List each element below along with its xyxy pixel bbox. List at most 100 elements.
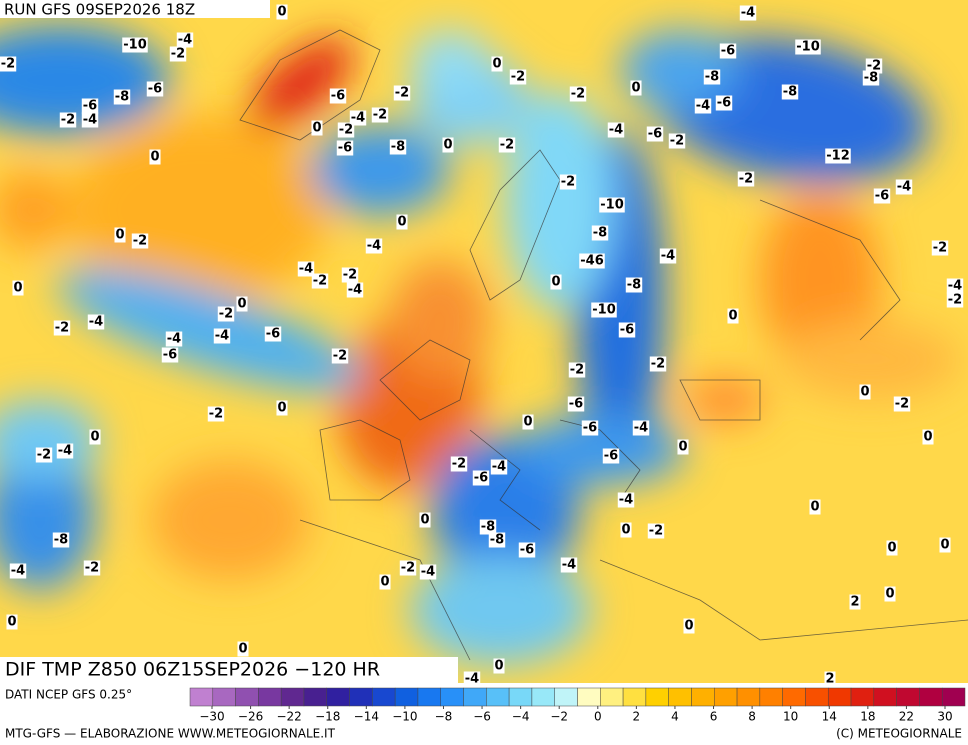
colorbar-tick-label: −6 [473, 710, 491, 724]
contour-label: -8 [391, 140, 405, 155]
contour-label: -2 [61, 113, 75, 128]
contour-label: 0 [940, 538, 949, 553]
contour-label: -4 [58, 444, 72, 459]
colorbar-swatch [531, 687, 555, 707]
contour-label: 0 [492, 57, 501, 72]
contour-label: -4 [351, 111, 365, 126]
contour-label: 2 [850, 595, 859, 610]
contour-label: -46 [580, 254, 604, 269]
contour-label: -8 [627, 278, 641, 293]
colorbar-tick-label: 10 [783, 710, 798, 724]
colorbar-tick-label: 2 [633, 710, 641, 724]
contour-label: 0 [551, 275, 560, 290]
contour-label: -8 [864, 71, 878, 86]
contour-label: -6 [604, 449, 618, 464]
colorbar-tick-label: 14 [822, 710, 837, 724]
contour-label: -2 [133, 234, 147, 249]
colorbar-swatch [850, 687, 875, 707]
contour-label: 0 [237, 297, 246, 312]
contour-label: -4 [948, 279, 962, 294]
contour-label: -8 [783, 85, 797, 100]
contour-label: -6 [520, 543, 534, 558]
contour-label: -4 [178, 33, 192, 48]
contour-label: -6 [474, 471, 488, 486]
contour-label: -2 [55, 321, 69, 336]
contour-label: -10 [600, 198, 624, 213]
contour-label: 0 [887, 541, 896, 556]
contour-label: -4 [661, 249, 675, 264]
colorbar-swatch [440, 687, 464, 707]
colorbar-swatch [486, 687, 510, 707]
colorbar-swatch [349, 687, 373, 707]
colorbar-tick-label: −30 [199, 710, 224, 724]
colorbar-swatch [417, 687, 441, 707]
colorbar-swatch [326, 687, 350, 707]
colorbar-swatch [805, 687, 829, 707]
colorbar-swatch [508, 687, 533, 707]
contour-label: -12 [826, 149, 850, 164]
colorbar-swatch [941, 687, 966, 707]
map-field [0, 0, 968, 683]
contour-label: -4 [696, 99, 710, 114]
contour-label: 0 [238, 642, 247, 657]
contour-label: -4 [299, 262, 313, 277]
contour-label: -2 [401, 561, 415, 576]
colorbar-swatch [645, 687, 669, 707]
contour-label: 0 [397, 215, 406, 230]
contour-label: -4 [11, 564, 25, 579]
contour-label: -2 [395, 86, 409, 101]
credit: MTG-GFS — ELABORAZIONE WWW.METEOGIORNALE… [5, 727, 336, 741]
colorbar-tick-label: 6 [710, 710, 718, 724]
contour-label: -6 [717, 96, 731, 111]
colorbar-swatch [554, 687, 578, 707]
colorbar-tick-label: −4 [512, 710, 530, 724]
contour-label: -10 [123, 38, 147, 53]
contour-label: -2 [219, 307, 233, 322]
contour-label: -2 [209, 407, 223, 422]
contour-label: 0 [810, 500, 819, 515]
colorbar-swatch [235, 687, 259, 707]
contour-label: -2 [561, 175, 575, 190]
colorbar-swatch [919, 687, 943, 707]
contour-label: -2 [867, 59, 881, 74]
contour-label: -2 [313, 274, 327, 289]
colorbar-swatch [189, 687, 214, 707]
contour-label: 0 [443, 138, 452, 153]
contour-label: -2 [649, 524, 663, 539]
colorbar-swatch [622, 687, 647, 707]
contour-label: 0 [923, 430, 932, 445]
contour-label: 0 [523, 415, 532, 430]
contour-label: -6 [721, 44, 735, 59]
contour-label: -6 [331, 89, 345, 104]
contour-label: -2 [37, 448, 51, 463]
colorbar-tick-label: −10 [392, 710, 417, 724]
colorbar-tick-label: −26 [238, 710, 263, 724]
contour-label: -8 [115, 90, 129, 105]
contour-label: -2 [339, 123, 353, 138]
contour-label: -2 [571, 87, 585, 102]
field-title: DIF TMP Z850 06Z15SEP2026 −120 HR [5, 659, 380, 681]
contour-label: 0 [684, 619, 693, 634]
contour-label: 0 [90, 430, 99, 445]
contour-label: 0 [150, 150, 159, 165]
contour-label: -2 [670, 134, 684, 149]
colorbar-tick-label: −22 [276, 710, 301, 724]
contour-label: 0 [728, 309, 737, 324]
contour-label: -2 [343, 268, 357, 283]
contour-label: -2 [651, 357, 665, 372]
colorbar-swatch [714, 687, 738, 707]
colorbar-swatch [212, 687, 236, 707]
colorbar-tick-label: 22 [899, 710, 914, 724]
colorbar-swatch [759, 687, 783, 707]
contour-label: -2 [171, 47, 185, 62]
colorbar-tick-label: −2 [550, 710, 568, 724]
run-title: RUN GFS 09SEP2026 18Z [4, 1, 195, 19]
contour-label: -2 [895, 397, 909, 412]
contour-label: -4 [492, 460, 506, 475]
contour-label: -2 [511, 70, 525, 85]
contour-label: 0 [678, 440, 687, 455]
contour-label: 0 [420, 513, 429, 528]
colorbar-swatch [577, 687, 601, 707]
contour-label: -2 [373, 108, 387, 123]
